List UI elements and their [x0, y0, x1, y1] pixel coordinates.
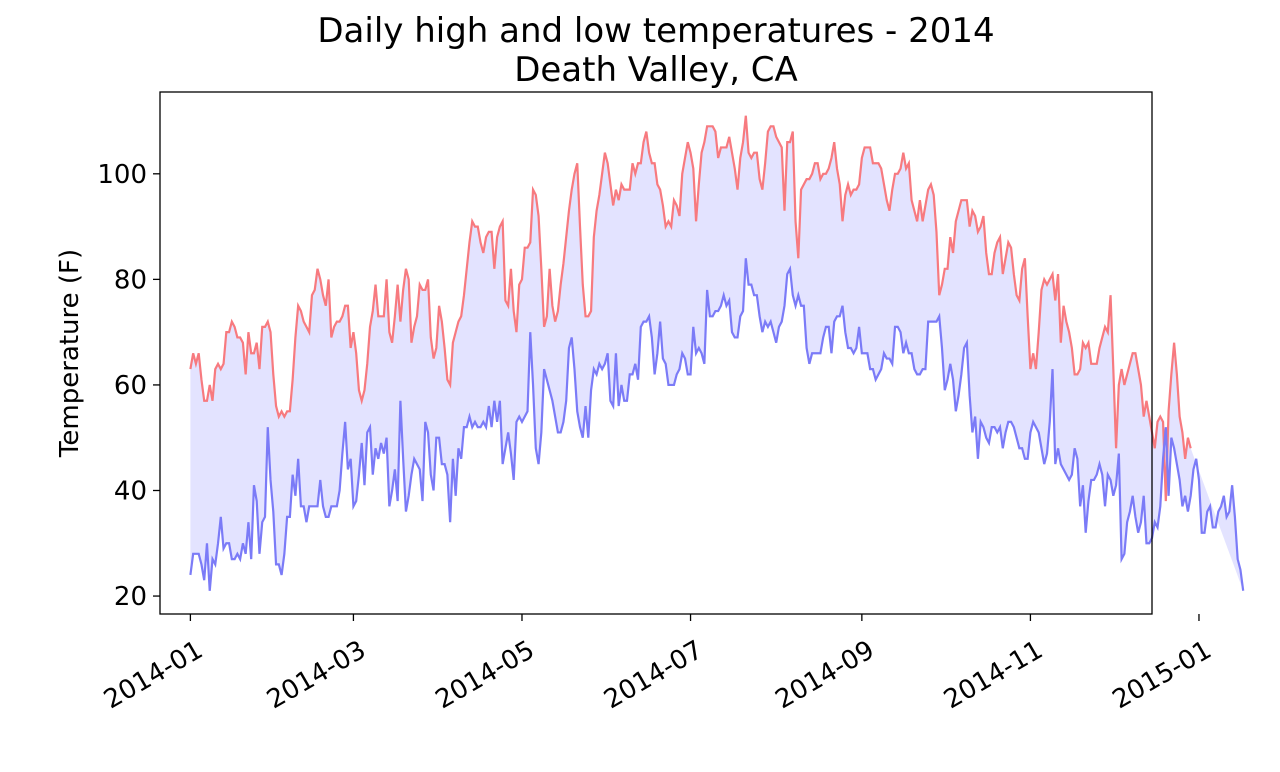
x-tick-label: 2014-01: [99, 635, 208, 715]
y-tick-label: 40: [114, 476, 147, 506]
chart-subtitle: Death Valley, CA: [514, 50, 798, 90]
y-tick-label: 20: [114, 582, 147, 612]
y-axis-label: Temperature (F): [55, 249, 85, 458]
x-tick-label: 2014-03: [262, 635, 371, 715]
y-tick-label: 100: [97, 160, 147, 190]
series-line-high: [189, 115, 1192, 502]
x-tick-label: 2014-07: [599, 635, 708, 715]
chart-title: Daily high and low temperatures - 2014: [317, 11, 994, 51]
high-low-fill-area: [190, 115, 1244, 591]
x-axis-ticks: 2014-01 2014-03 2014-05 2014-07 2014-09 2014-…: [99, 614, 1217, 715]
y-tick-label: 80: [114, 265, 147, 295]
y-tick-label: 60: [114, 371, 147, 401]
x-tick-label: 2014-09: [770, 635, 879, 715]
x-tick-label: 2015-01: [1108, 635, 1217, 715]
x-tick-label: 2014-05: [431, 635, 540, 715]
x-tick-label: 2014-11: [939, 635, 1048, 715]
series-line-low: [189, 258, 1245, 591]
y-axis-ticks: 20 40 60 80 100: [97, 160, 160, 612]
plot-frame: [159, 91, 1153, 615]
